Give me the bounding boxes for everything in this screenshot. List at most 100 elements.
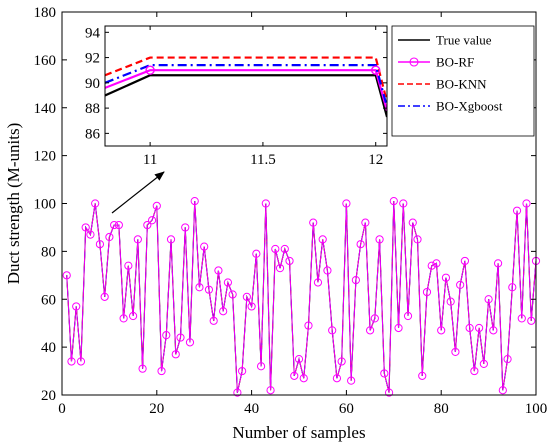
inset-plot: 11 11.5 12 86 88 90 92 94 xyxy=(85,25,388,168)
x-tick-label: 100 xyxy=(525,401,548,417)
inset-x-tick-label: 12 xyxy=(368,152,383,168)
x-tick-label: 60 xyxy=(339,401,354,417)
bo-rf-point xyxy=(332,374,342,383)
y-tick-label: 160 xyxy=(34,53,57,69)
bo-rf-point xyxy=(470,366,479,376)
bo-rf-point xyxy=(475,323,484,333)
inset-frame xyxy=(104,25,388,147)
bo-rf-point xyxy=(176,333,185,342)
y-tick-label: 140 xyxy=(34,101,57,117)
bo-rf-point xyxy=(190,197,199,206)
bo-rf-point xyxy=(143,220,152,230)
bo-rf-point xyxy=(323,266,332,275)
bo-rf-point xyxy=(200,242,209,251)
bo-rf-point xyxy=(261,199,270,208)
inset-y-tick-label: 86 xyxy=(85,126,101,142)
bo-rf-point xyxy=(147,216,157,225)
bo-rf-point xyxy=(498,386,507,395)
x-tick-label: 40 xyxy=(244,401,259,417)
series-line-bo-rf xyxy=(66,201,537,393)
legend-label: BO-Xgboost xyxy=(436,99,503,114)
bo-rf-point xyxy=(522,199,531,208)
x-tick-label: 0 xyxy=(58,401,66,417)
bo-rf-point xyxy=(370,314,379,323)
bo-rf-point xyxy=(493,259,503,268)
bo-rf-point xyxy=(408,218,417,227)
bo-rf-point xyxy=(129,311,138,321)
inset-line-bo-knn xyxy=(105,56,387,103)
bo-rf-point xyxy=(456,280,465,289)
legend-label: BO-KNN xyxy=(436,77,487,92)
y-tick-label: 60 xyxy=(41,292,56,308)
inset-line-true-value xyxy=(105,74,387,118)
bo-rf-point xyxy=(72,302,81,311)
legend-marker xyxy=(409,57,419,67)
main-plot: 0 20 40 60 80 10020406080100120140160180Numbe… xyxy=(4,5,547,442)
bo-rf-point xyxy=(81,223,90,232)
bo-rf-point xyxy=(219,307,228,316)
bo-rf-point xyxy=(465,323,474,333)
bo-rf-point xyxy=(214,266,223,275)
legend: True value BO-RF BO-KNN BO-Xgboost xyxy=(391,25,535,137)
zoom-arrow-line xyxy=(111,171,165,214)
inset-x-tick-label: 11.5 xyxy=(250,152,276,168)
bo-rf-point xyxy=(157,366,166,376)
bo-rf-point xyxy=(446,297,455,306)
bo-rf-point xyxy=(441,273,451,282)
inset-bo-rf-point xyxy=(371,65,381,75)
bo-rf-point xyxy=(299,374,308,383)
bo-rf-point xyxy=(309,218,318,227)
bo-rf-point xyxy=(313,278,323,287)
bo-rf-point xyxy=(351,276,360,285)
bo-rf-point xyxy=(527,316,536,325)
inset-x-tick-label: 11 xyxy=(143,152,157,168)
bo-rf-point xyxy=(133,235,142,244)
bo-rf-point xyxy=(375,235,384,244)
bo-rf-point xyxy=(152,201,161,210)
legend-label: BO-RF xyxy=(436,55,474,70)
bo-rf-point xyxy=(342,199,351,208)
bo-rf-point xyxy=(275,264,285,273)
bo-rf-point xyxy=(451,347,460,357)
bo-rf-point xyxy=(110,220,119,230)
inset-background xyxy=(105,26,387,146)
bo-rf-point xyxy=(209,316,218,325)
bo-rf-point xyxy=(266,386,275,395)
bo-rf-point xyxy=(100,292,109,301)
bo-rf-point xyxy=(204,285,214,294)
x-tick-label: 80 xyxy=(434,401,449,417)
y-axis-label: Duct strength (M-units) xyxy=(4,123,23,284)
bo-rf-point xyxy=(517,314,526,323)
x-tick-label: 20 xyxy=(149,401,164,417)
bo-rf-point xyxy=(114,220,123,230)
bo-rf-point xyxy=(138,364,147,373)
bo-rf-point xyxy=(105,232,114,242)
inset-y-tick-label: 88 xyxy=(85,101,100,117)
inset-line-bo-xgboost xyxy=(105,64,387,108)
bo-rf-point xyxy=(181,223,190,232)
bo-rf-point xyxy=(503,354,512,364)
bo-rf-point xyxy=(356,240,365,249)
bo-rf-point xyxy=(366,326,375,335)
y-tick-label: 120 xyxy=(34,149,57,165)
bo-rf-point xyxy=(318,235,327,244)
bo-rf-point xyxy=(119,314,128,323)
zoom-arrow xyxy=(111,171,165,214)
bo-rf-point xyxy=(124,261,133,270)
x-axis-label: Number of samples xyxy=(232,423,365,442)
bo-rf-point xyxy=(256,362,266,371)
bo-rf-point xyxy=(432,259,441,268)
bo-rf-point xyxy=(294,354,304,364)
bo-rf-point xyxy=(62,271,71,280)
bo-rf-point xyxy=(285,256,294,266)
bo-rf-point xyxy=(399,199,408,208)
bo-rf-point xyxy=(86,230,95,239)
bo-rf-point xyxy=(290,371,299,380)
bo-rf-point xyxy=(380,369,389,378)
series-line-true-value xyxy=(66,201,537,393)
bo-rf-point xyxy=(479,359,488,368)
inset-line-bo-rf xyxy=(105,69,387,111)
bo-rf-point xyxy=(95,240,105,249)
series-line-bo-xgboost xyxy=(66,201,537,393)
bo-rf-point xyxy=(328,326,337,335)
